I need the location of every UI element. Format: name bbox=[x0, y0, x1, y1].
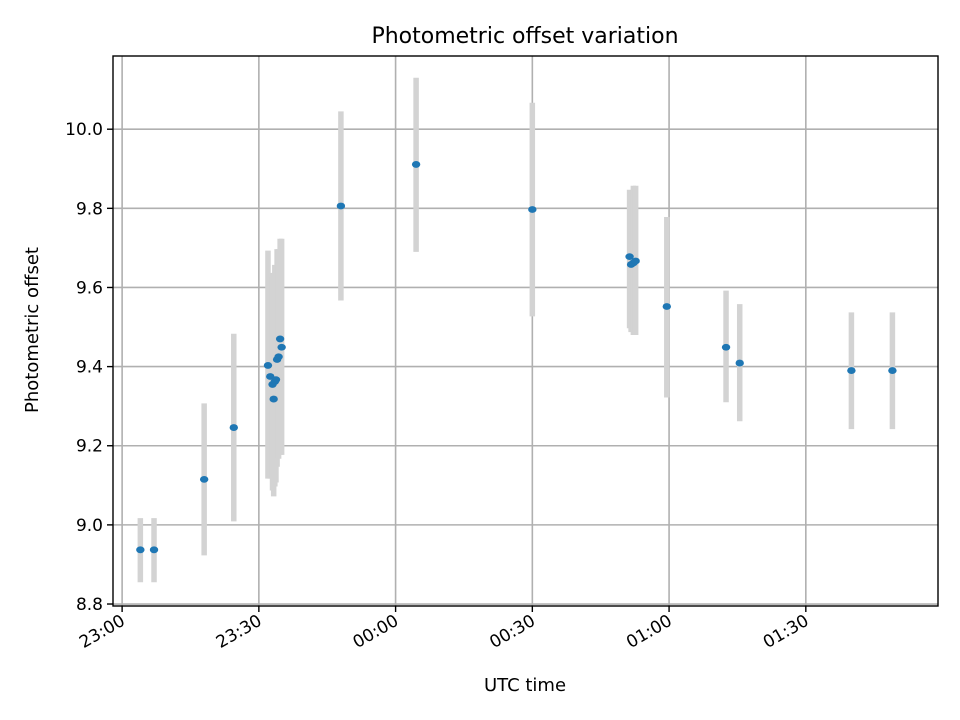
x-tick-label: 01:00 bbox=[623, 611, 675, 653]
data-point bbox=[136, 546, 145, 554]
chart-title: Photometric offset variation bbox=[371, 24, 678, 49]
data-point bbox=[528, 206, 537, 213]
y-tick-label: 9.2 bbox=[76, 437, 103, 457]
data-point bbox=[275, 335, 285, 343]
y-axis-ticks: 8.8 9.0 9.2 9.4 9.6 9.8 10.0 bbox=[65, 120, 113, 615]
data-point bbox=[274, 353, 283, 361]
data-point bbox=[735, 359, 744, 367]
y-tick-label: 9.8 bbox=[76, 199, 103, 219]
y-tick-label: 9.4 bbox=[76, 358, 103, 378]
data-point bbox=[336, 202, 346, 210]
data-point bbox=[149, 546, 159, 554]
x-axis-label: UTC time bbox=[484, 675, 566, 696]
data-points bbox=[136, 161, 897, 554]
data-point bbox=[263, 362, 273, 369]
data-point bbox=[271, 376, 281, 384]
x-tick-label: 01:30 bbox=[760, 611, 812, 653]
data-point bbox=[662, 303, 671, 310]
y-tick-label: 9.0 bbox=[76, 516, 103, 536]
y-axis-label: Photometric offset bbox=[22, 247, 43, 413]
y-tick-label: 10.0 bbox=[65, 120, 103, 140]
data-point bbox=[888, 367, 897, 374]
data-point bbox=[411, 161, 421, 168]
data-point bbox=[199, 475, 209, 483]
data-point bbox=[721, 343, 731, 351]
plot-frame bbox=[112, 55, 939, 607]
error-bars bbox=[137, 77, 896, 583]
data-point bbox=[631, 257, 640, 265]
data-point bbox=[229, 424, 238, 431]
data-point bbox=[847, 367, 856, 374]
data-point bbox=[277, 343, 286, 351]
x-tick-label: 23:00 bbox=[76, 611, 128, 653]
data-point bbox=[625, 253, 634, 261]
grid-lines bbox=[113, 56, 938, 606]
x-tick-label: 23:30 bbox=[213, 611, 265, 653]
data-point bbox=[269, 395, 278, 403]
x-tick-label: 00:30 bbox=[486, 611, 538, 653]
x-tick-label: 00:00 bbox=[350, 611, 402, 653]
y-tick-label: 9.6 bbox=[76, 278, 103, 298]
x-axis-ticks: 23:00 23:30 00:00 00:30 01:00 01:30 bbox=[76, 606, 812, 653]
y-tick-label: 8.8 bbox=[76, 595, 103, 615]
